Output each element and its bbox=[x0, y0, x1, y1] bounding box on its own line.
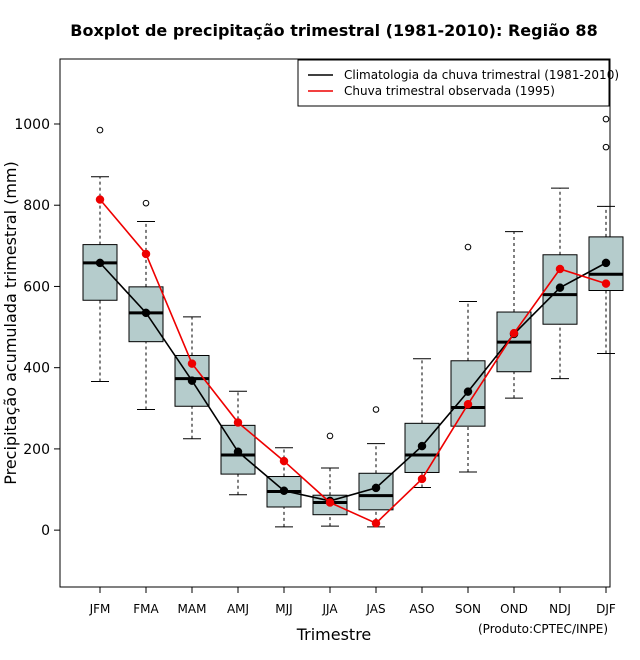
series-point-observed bbox=[233, 418, 243, 427]
boxplot-fma bbox=[128, 199, 164, 411]
series-point-climatology bbox=[233, 447, 243, 457]
outlier-point bbox=[326, 432, 334, 440]
series-point-observed bbox=[95, 195, 105, 204]
x-tick-label: JJA bbox=[321, 602, 338, 616]
plot-frame bbox=[59, 58, 611, 588]
boxplot-jja bbox=[312, 432, 348, 527]
y-tick-label: 1000 bbox=[14, 117, 50, 133]
series-point-climatology bbox=[279, 486, 289, 495]
outlier-point bbox=[96, 126, 104, 134]
x-axis-label: Trimestre bbox=[296, 625, 372, 644]
series-point-observed bbox=[601, 279, 611, 288]
boxplot-ndj bbox=[542, 187, 578, 380]
series-point-climatology bbox=[141, 308, 151, 318]
series-point-observed bbox=[371, 518, 381, 528]
x-tick-label: AMJ bbox=[227, 602, 249, 616]
x-axis: JFM FMA MAM AMJ MJJ JJA JAS ASO SON OND NDJ DJF bbox=[89, 587, 616, 616]
series-point-observed bbox=[555, 264, 565, 274]
series-point-observed bbox=[187, 359, 197, 368]
y-tick-label: 800 bbox=[23, 198, 50, 214]
boxplot-djf bbox=[588, 115, 624, 354]
legend-box bbox=[297, 59, 610, 107]
y-tick-label: 600 bbox=[23, 279, 50, 295]
series-point-observed bbox=[325, 498, 335, 507]
series-point-observed bbox=[141, 249, 151, 259]
boxplot-jas bbox=[358, 406, 394, 528]
x-tick-label: OND bbox=[500, 602, 528, 616]
outlier-point bbox=[372, 406, 380, 413]
y-tick-label: 200 bbox=[23, 442, 50, 458]
series-point-observed bbox=[509, 328, 519, 338]
series-point-observed bbox=[279, 456, 289, 466]
boxplots bbox=[82, 115, 624, 528]
x-tick-label: MJJ bbox=[275, 602, 292, 616]
x-tick-label: JFM bbox=[89, 602, 111, 616]
series-line-observed bbox=[99, 199, 607, 525]
y-axis: 0 200 400 600 800 1000 bbox=[14, 117, 60, 539]
x-tick-label: SON bbox=[455, 602, 481, 616]
series-point-climatology bbox=[463, 387, 473, 396]
y-axis-label: Precipitação acumulada trimestral (mm) bbox=[1, 161, 20, 485]
chart-title: Boxplot de precipitação trimestral (1981… bbox=[70, 21, 597, 40]
y-tick-label: 400 bbox=[23, 361, 50, 377]
legend: Climatologia da chuva trimestral (1981-2… bbox=[297, 59, 619, 107]
x-tick-label: NDJ bbox=[549, 602, 571, 616]
x-tick-label: MAM bbox=[178, 602, 207, 616]
series-point-climatology bbox=[95, 258, 105, 268]
boxplot-jfm bbox=[82, 126, 118, 382]
series-point-climatology bbox=[601, 258, 611, 268]
series-point-climatology bbox=[417, 441, 427, 451]
x-tick-label: FMA bbox=[133, 602, 159, 616]
series-point-observed bbox=[463, 399, 473, 409]
outlier-point bbox=[602, 143, 610, 151]
series-point-climatology bbox=[555, 283, 565, 292]
x-tick-label: JAS bbox=[365, 602, 385, 616]
box-iqr bbox=[82, 244, 118, 301]
boxplot-son bbox=[450, 243, 486, 473]
x-tick-label: DJF bbox=[596, 602, 616, 616]
boxplot-aso bbox=[404, 358, 440, 488]
legend-label-observed: Chuva trimestral observada (1995) bbox=[344, 84, 555, 98]
legend-label-climatology: Climatologia da chuva trimestral (1981-2… bbox=[344, 68, 619, 82]
boxplot-ond bbox=[496, 231, 532, 399]
series-lines bbox=[95, 195, 611, 528]
series-point-climatology bbox=[187, 376, 197, 385]
series-point-observed bbox=[417, 474, 427, 484]
outlier-point bbox=[464, 243, 472, 251]
x-tick-label: ASO bbox=[409, 602, 434, 616]
y-tick-label: 0 bbox=[41, 523, 50, 539]
outlier-point bbox=[142, 199, 150, 207]
series-point-climatology bbox=[371, 483, 381, 493]
source-note: (Produto:CPTEC/INPE) bbox=[478, 622, 608, 636]
series-line-climatology bbox=[99, 262, 607, 502]
outlier-point bbox=[602, 115, 610, 123]
